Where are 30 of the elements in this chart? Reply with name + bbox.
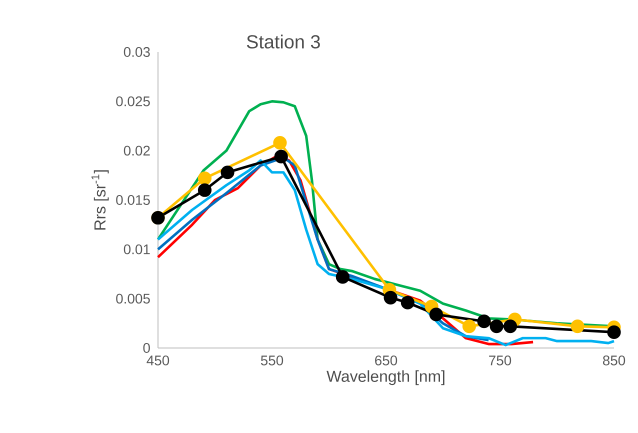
- x-tick-label: 450: [146, 356, 170, 366]
- point: [490, 319, 504, 334]
- y-tick-label: 0.03: [124, 47, 150, 57]
- point: [198, 171, 212, 186]
- y-tick-label: 0: [143, 343, 150, 353]
- y-axis-title: Rrs [sr$^{-1}$]: [92, 170, 109, 230]
- x-tick-label: 750: [489, 356, 512, 366]
- y-tick-label: 0.015: [116, 195, 150, 205]
- y-tick-label: 0.025: [116, 96, 150, 106]
- y-tick-label: 0.005: [116, 294, 150, 304]
- x-tick-label: 550: [260, 356, 284, 366]
- point: [503, 319, 518, 334]
- point: [274, 150, 288, 164]
- chart-title: Station 3: [246, 34, 320, 49]
- point: [220, 166, 234, 180]
- point: [198, 183, 212, 197]
- x-tick-label: 650: [375, 356, 398, 366]
- point: [384, 290, 398, 304]
- point: [607, 325, 621, 340]
- point: [429, 308, 443, 322]
- point: [273, 136, 287, 150]
- point: [570, 319, 584, 334]
- point: [400, 296, 414, 310]
- y-tick-label: 0.02: [124, 146, 150, 156]
- x-tick-label: 850: [602, 356, 626, 366]
- point: [462, 319, 476, 334]
- point: [477, 314, 491, 328]
- point: [336, 270, 350, 284]
- y-tick-label: 0.01: [124, 244, 150, 254]
- x-axis-title: Wavelength [nm]: [326, 370, 444, 386]
